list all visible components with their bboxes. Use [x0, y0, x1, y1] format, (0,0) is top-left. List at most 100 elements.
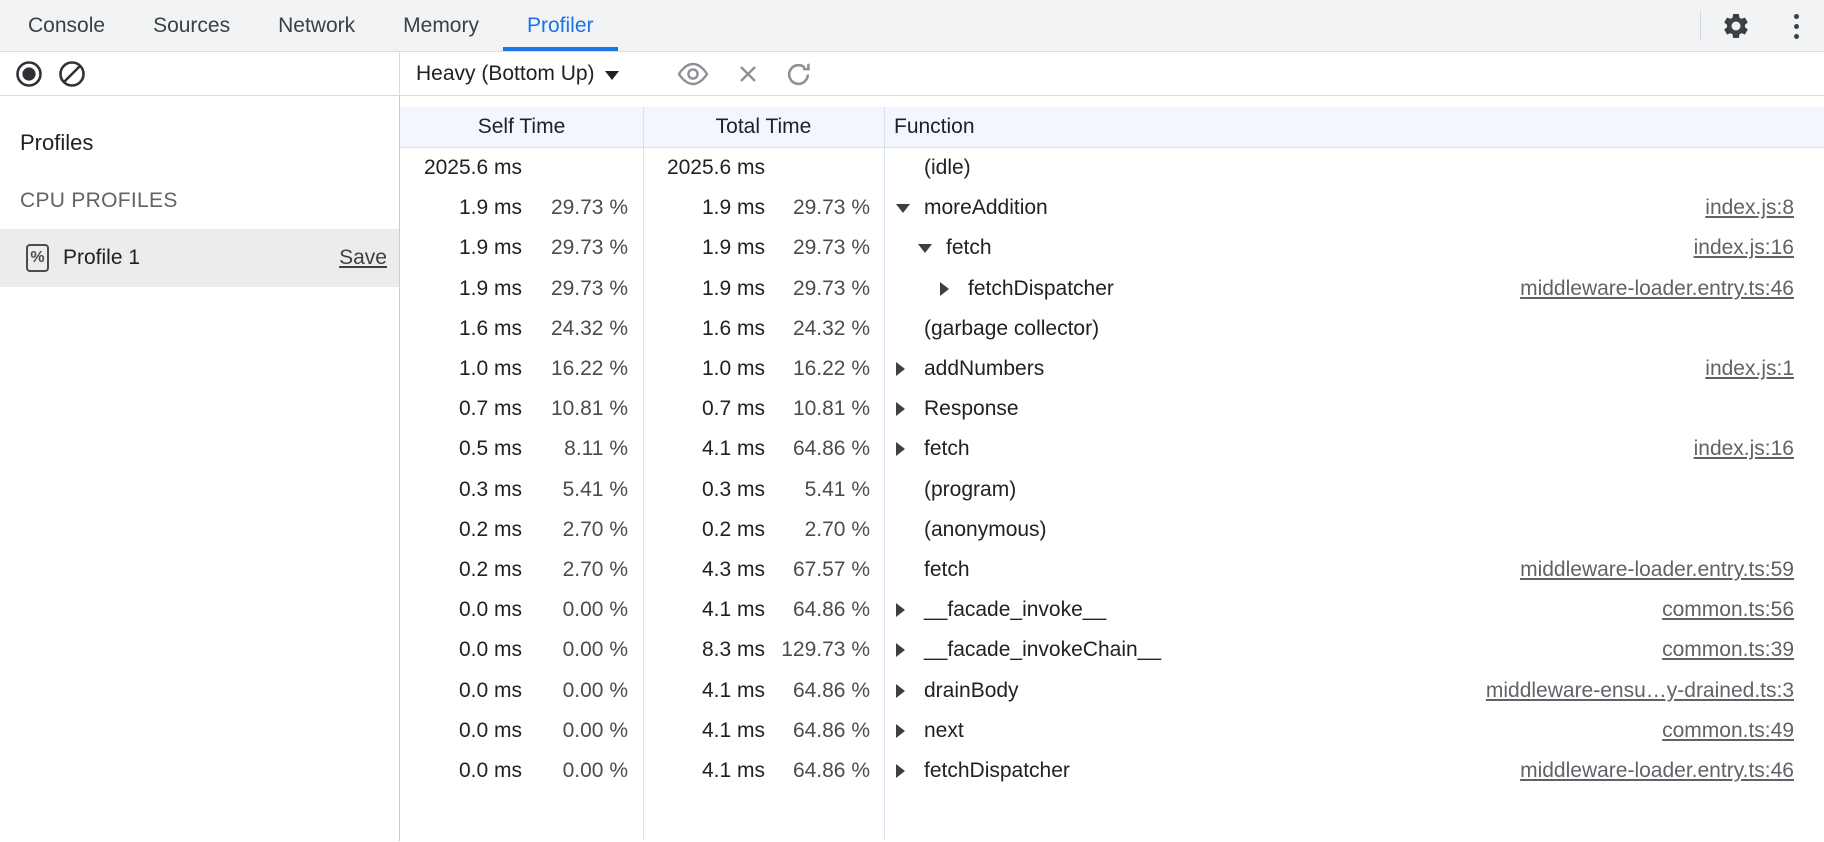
expand-arrow-icon[interactable] — [896, 362, 924, 376]
total-time-percent: 2.70 % — [804, 517, 870, 541]
table-row[interactable]: 0.0 ms 0.00 % 4.1 ms 64.86 % __facade_in… — [400, 590, 1824, 630]
function-cell: fetch index.js:16 — [884, 437, 1824, 461]
expand-arrow-icon[interactable] — [896, 643, 924, 657]
clear-profiles-button[interactable] — [58, 60, 86, 88]
table-row[interactable]: 0.0 ms 0.00 % 4.1 ms 64.86 % drainBody m… — [400, 670, 1824, 710]
expand-arrow-icon[interactable] — [940, 282, 968, 296]
total-time-percent — [765, 156, 870, 180]
record-button[interactable] — [15, 60, 43, 88]
self-time-percent: 0.00 % — [562, 638, 628, 662]
total-time-cell: 4.1 ms 64.86 % — [643, 679, 884, 703]
source-location-link[interactable]: index.js:16 — [1693, 236, 1794, 260]
expand-arrow-icon[interactable] — [896, 724, 924, 738]
source-location-link[interactable]: index.js:8 — [1705, 196, 1794, 220]
exclude-selected-button[interactable] — [734, 52, 762, 96]
total-time-ms: 1.9 ms — [701, 276, 765, 300]
expand-arrow-icon[interactable] — [896, 204, 924, 213]
table-row[interactable]: 0.2 ms 2.70 % 0.2 ms 2.70 % (anonymous) — [400, 510, 1824, 550]
eye-icon — [677, 62, 709, 86]
expand-arrow-icon[interactable] — [896, 402, 924, 416]
function-cell: __facade_invokeChain__ common.ts:39 — [884, 638, 1824, 662]
table-row[interactable]: 0.0 ms 0.00 % 4.1 ms 64.86 % fetchDispat… — [400, 751, 1824, 791]
devtools-tab-bar: Console Sources Network Memory Profiler — [0, 0, 1824, 52]
table-row[interactable]: 1.9 ms 29.73 % 1.9 ms 29.73 % moreAdditi… — [400, 188, 1824, 228]
table-row[interactable]: 1.9 ms 29.73 % 1.9 ms 29.73 % fetch inde… — [400, 228, 1824, 268]
total-time-ms: 4.1 ms — [701, 678, 765, 702]
function-name: __facade_invokeChain__ — [924, 638, 1162, 662]
table-row[interactable]: 0.0 ms 0.00 % 4.1 ms 64.86 % next common… — [400, 711, 1824, 751]
source-location-link[interactable]: middleware-loader.entry.ts:46 — [1520, 276, 1794, 300]
self-time-cell: 0.0 ms 0.00 % — [400, 598, 643, 622]
table-row[interactable]: 1.6 ms 24.32 % 1.6 ms 24.32 % (garbage c… — [400, 309, 1824, 349]
function-cell: (anonymous) — [884, 518, 1824, 542]
tab-console[interactable]: Console — [28, 13, 106, 37]
focus-selected-button[interactable] — [676, 52, 710, 96]
column-divider[interactable] — [643, 107, 644, 841]
total-time-percent: 5.41 % — [804, 477, 870, 501]
source-location-link[interactable]: common.ts:49 — [1662, 718, 1794, 742]
expand-arrow-icon[interactable] — [896, 684, 924, 698]
expand-arrow-icon[interactable] — [918, 244, 946, 253]
self-time-percent — [522, 156, 628, 180]
tab-profiler[interactable]: Profiler — [502, 0, 618, 51]
view-mode-dropdown[interactable]: Heavy (Bottom Up) — [416, 62, 619, 86]
source-location-link[interactable]: middleware-loader.entry.ts:46 — [1520, 758, 1794, 782]
function-name: next — [924, 718, 964, 742]
column-header-total-time[interactable]: Total Time — [715, 115, 812, 138]
table-row[interactable]: 0.3 ms 5.41 % 0.3 ms 5.41 % (program) — [400, 470, 1824, 510]
total-time-cell: 1.6 ms 24.32 % — [643, 317, 884, 341]
column-header-function[interactable]: Function — [894, 115, 975, 138]
function-cell: next common.ts:49 — [884, 719, 1824, 743]
block-icon — [59, 60, 85, 87]
self-time-cell: 0.2 ms 2.70 % — [400, 558, 643, 582]
restore-all-button[interactable] — [784, 52, 813, 96]
source-location-link[interactable]: common.ts:39 — [1662, 638, 1794, 662]
table-row[interactable]: 2025.6 ms 2025.6 ms (idle) — [400, 148, 1824, 188]
column-divider[interactable] — [884, 107, 885, 841]
function-name: moreAddition — [924, 196, 1048, 220]
total-time-percent: 64.86 % — [792, 758, 870, 782]
tab-sources[interactable]: Sources — [153, 13, 231, 37]
source-location-link[interactable]: middleware-loader.entry.ts:59 — [1520, 557, 1794, 581]
expand-arrow-icon[interactable] — [896, 442, 924, 456]
profiler-toolbar: Heavy (Bottom Up) — [0, 52, 1824, 96]
self-time-ms: 0.0 ms — [458, 598, 522, 622]
function-cell: fetchDispatcher middleware-loader.entry.… — [884, 277, 1824, 301]
function-name: (anonymous) — [924, 517, 1047, 541]
total-time-percent: 29.73 % — [792, 196, 870, 220]
total-time-ms: 4.1 ms — [701, 718, 765, 742]
self-time-cell: 0.5 ms 8.11 % — [400, 437, 643, 461]
source-location-link[interactable]: common.ts:56 — [1662, 598, 1794, 622]
total-time-percent: 67.57 % — [792, 557, 870, 581]
column-header-self-time[interactable]: Self Time — [477, 115, 566, 138]
profile-name: Profile 1 — [63, 246, 141, 269]
tab-memory[interactable]: Memory — [403, 13, 479, 37]
self-time-percent: 8.11 % — [564, 437, 628, 461]
table-row[interactable]: 1.0 ms 16.22 % 1.0 ms 16.22 % addNumbers… — [400, 349, 1824, 389]
self-time-cell: 0.0 ms 0.00 % — [400, 719, 643, 743]
profiles-sidebar: Profiles CPU PROFILES % Profile 1 Save — [0, 96, 400, 841]
total-time-ms: 1.0 ms — [701, 357, 765, 381]
function-cell: drainBody middleware-ensu…y-drained.ts:3 — [884, 679, 1824, 703]
settings-button[interactable] — [1714, 0, 1758, 52]
source-location-link[interactable]: index.js:16 — [1693, 437, 1794, 461]
overflow-menu-button[interactable] — [1778, 0, 1814, 52]
table-row[interactable]: 0.5 ms 8.11 % 4.1 ms 64.86 % fetch index… — [400, 429, 1824, 469]
table-row[interactable]: 1.9 ms 29.73 % 1.9 ms 29.73 % fetchDispa… — [400, 269, 1824, 309]
tab-network[interactable]: Network — [278, 13, 356, 37]
save-profile-link[interactable]: Save — [339, 246, 387, 269]
self-time-ms: 0.3 ms — [458, 477, 522, 501]
self-time-cell: 1.9 ms 29.73 % — [400, 236, 643, 260]
expand-arrow-icon[interactable] — [896, 603, 924, 617]
source-location-link[interactable]: index.js:1 — [1705, 357, 1794, 381]
table-row[interactable]: 0.0 ms 0.00 % 8.3 ms 129.73 % __facade_i… — [400, 630, 1824, 670]
source-location-link[interactable]: middleware-ensu…y-drained.ts:3 — [1485, 678, 1794, 702]
table-row[interactable]: 0.7 ms 10.81 % 0.7 ms 10.81 % Response — [400, 389, 1824, 429]
three-dot-menu-icon — [1793, 13, 1799, 39]
self-time-ms: 1.9 ms — [458, 196, 522, 220]
expand-arrow-icon[interactable] — [896, 764, 924, 778]
profile-list-item[interactable]: % Profile 1 Save — [0, 229, 399, 287]
total-time-percent: 64.86 % — [792, 678, 870, 702]
table-row[interactable]: 0.2 ms 2.70 % 4.3 ms 67.57 % fetch middl… — [400, 550, 1824, 590]
function-cell: moreAddition index.js:8 — [884, 196, 1824, 220]
